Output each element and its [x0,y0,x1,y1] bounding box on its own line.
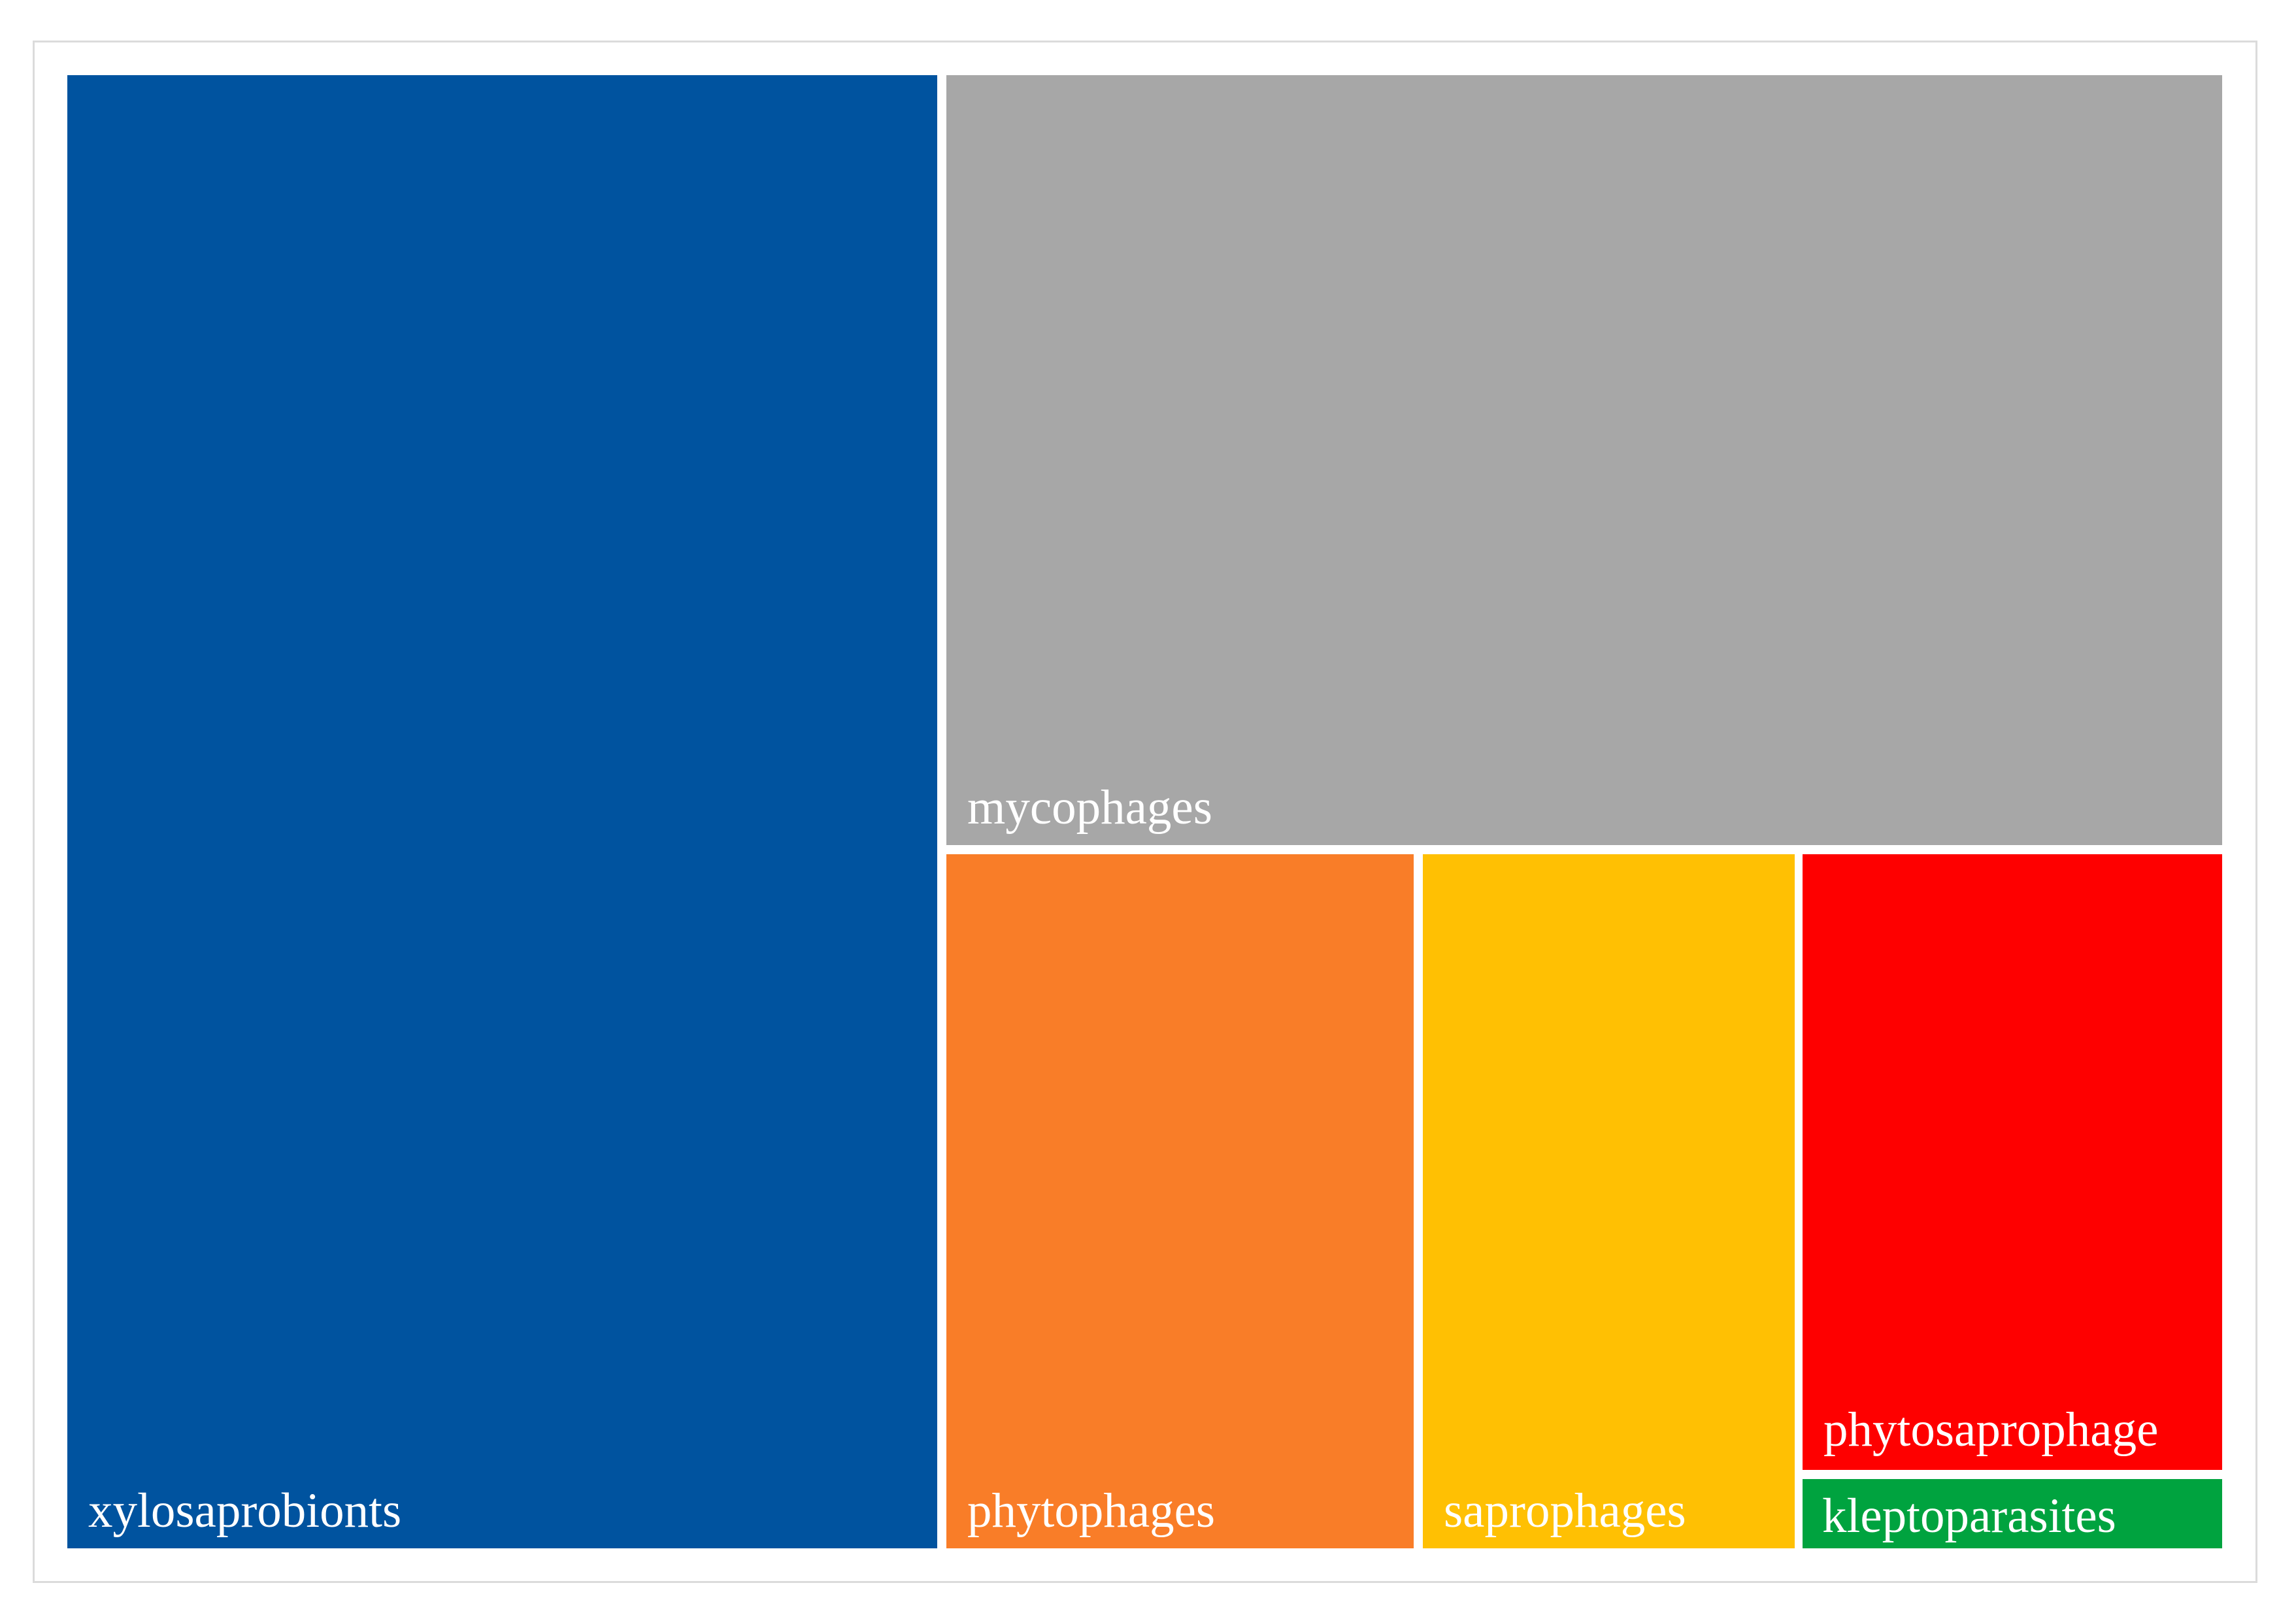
treemap-tile-saprophages: saprophages [1423,854,1795,1548]
treemap-tile-kleptoparasites: kleptoparasites [1803,1479,2222,1548]
treemap-tile-mycophages: mycophages [946,75,2222,845]
tile-label-phytophages: phytophages [967,1484,1216,1538]
treemap-tile-phytosaprophage: phytosaprophage [1803,854,2222,1470]
tile-label-saprophages: saprophages [1444,1484,1686,1538]
tile-label-xylosaprobionts: xylosaprobionts [88,1484,402,1538]
tile-label-phytosaprophage: phytosaprophage [1823,1403,2159,1457]
treemap-tile-xylosaprobionts: xylosaprobionts [67,75,937,1548]
treemap-plot-area: xylosaprobionts mycophages phytophages s… [67,75,2222,1548]
tile-label-mycophages: mycophages [967,780,1212,835]
treemap-tile-phytophages: phytophages [946,854,1414,1548]
tile-label-kleptoparasites: kleptoparasites [1822,1489,2116,1543]
